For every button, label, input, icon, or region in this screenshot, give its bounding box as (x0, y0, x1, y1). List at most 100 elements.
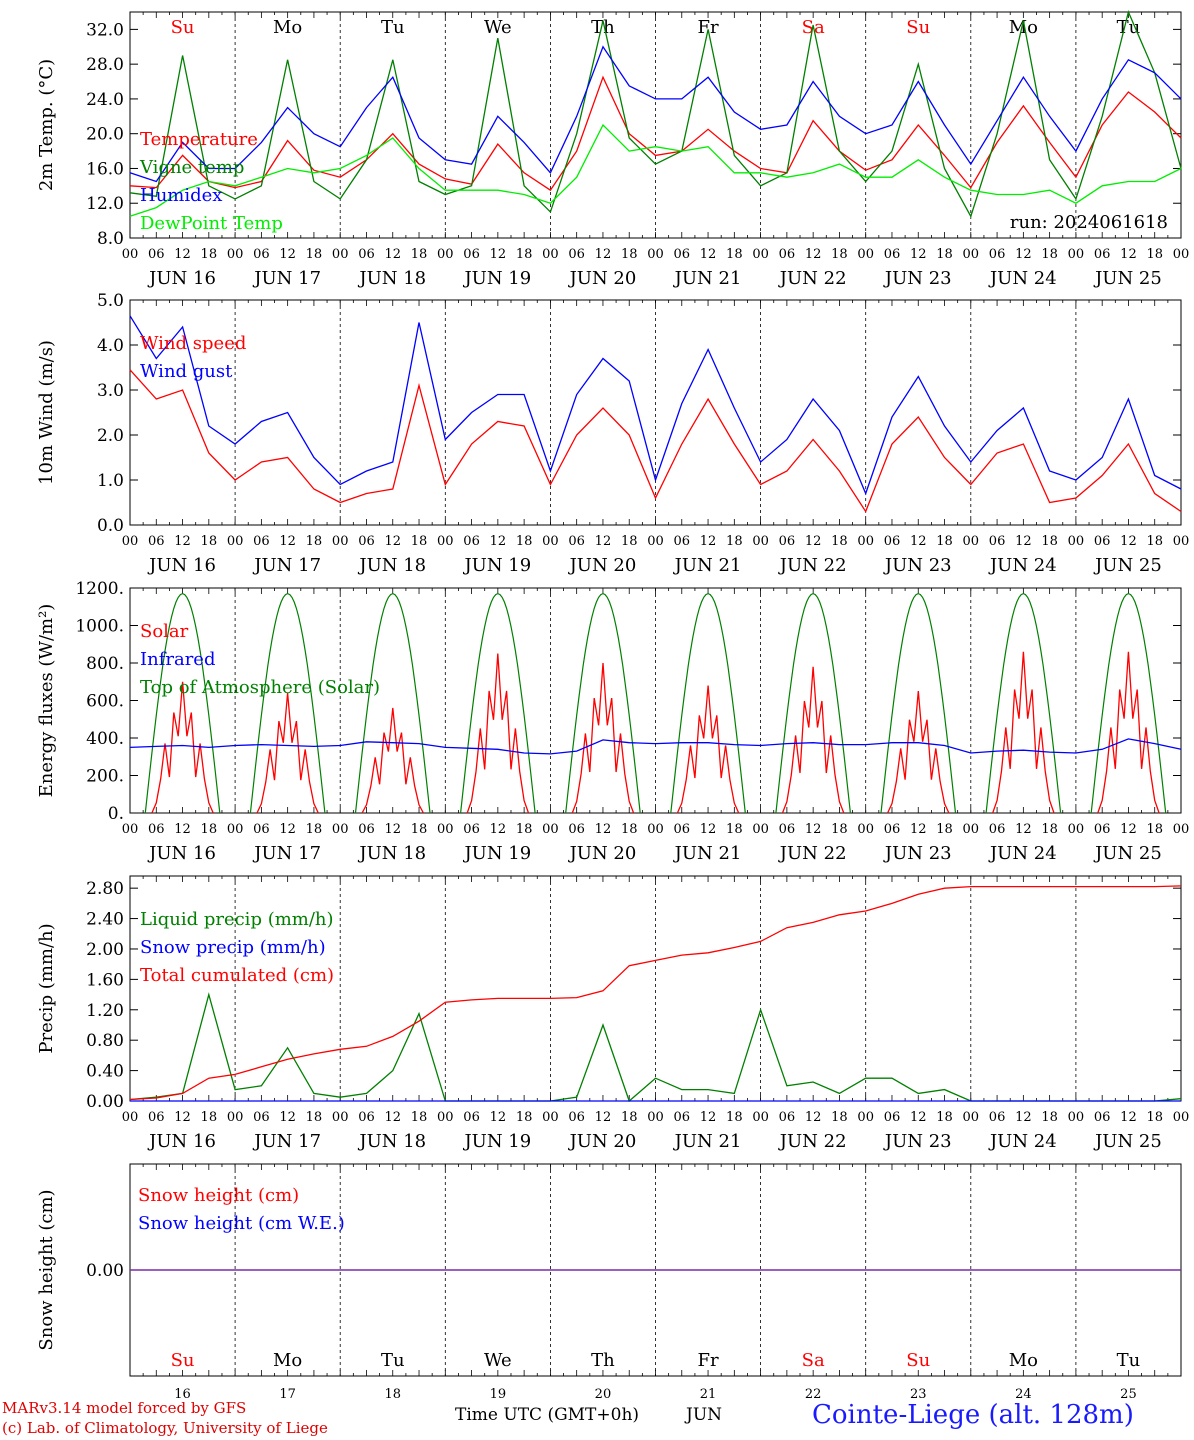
hour-tick-label: 06 (148, 534, 165, 549)
day-abbr-label: Tu (1117, 1350, 1141, 1371)
day-abbr-label: Sa (802, 1350, 825, 1371)
solar-curve (466, 653, 530, 814)
precip-series-line (129, 885, 1182, 1101)
date-label: JUN 21 (673, 555, 742, 576)
hour-tick-label: 06 (884, 1110, 901, 1125)
y-tick-label: 8.0 (97, 229, 124, 249)
day-abbr-label: Fr (698, 1350, 719, 1371)
hour-tick-label: 06 (1094, 534, 1111, 549)
date-label: JUN 19 (462, 1131, 531, 1152)
y-tick-label: 2.40 (86, 910, 124, 930)
hour-tick-label: 18 (1041, 1110, 1058, 1125)
hour-tick-label: 00 (122, 247, 139, 262)
y-tick-label: 0. (108, 804, 124, 824)
hour-tick-label: 12 (1015, 1110, 1032, 1125)
date-label: JUN 23 (883, 843, 952, 864)
hour-tick-label: 06 (148, 247, 165, 262)
legend-entry: Liquid precip (mm/h) (140, 909, 334, 930)
hour-tick-label: 18 (411, 822, 428, 837)
y-tick-label: 32.0 (86, 20, 124, 40)
date-label: JUN 16 (147, 843, 216, 864)
hour-tick-label: 12 (490, 1110, 507, 1125)
lab-credit: (c) Lab. of Climatology, University of L… (2, 1419, 328, 1437)
toa-solar-curve (249, 592, 326, 814)
date-label: JUN 16 (147, 555, 216, 576)
hour-tick-label: 00 (437, 534, 454, 549)
y-tick-label: 1.60 (86, 970, 124, 990)
hour-tick-label: 00 (857, 247, 874, 262)
date-label: JUN 22 (778, 843, 847, 864)
y-tick-label: 1200. (75, 579, 124, 599)
day-abbr-label: Mo (273, 17, 302, 38)
date-label: JUN 25 (1093, 555, 1162, 576)
date-label: JUN 20 (568, 268, 637, 289)
hour-tick-label: 12 (1120, 1110, 1137, 1125)
panel-1-ylabel: 10m Wind (m/s) (36, 340, 57, 485)
legend-entry: Snow precip (mm/h) (140, 937, 326, 958)
y-tick-label: 2.80 (86, 879, 124, 899)
hour-tick-label: 06 (779, 1110, 796, 1125)
hour-tick-label: 06 (779, 822, 796, 837)
date-label: JUN 25 (1093, 1131, 1162, 1152)
hour-tick-label: 06 (989, 1110, 1006, 1125)
hour-tick-label: 18 (306, 1110, 323, 1125)
toa-solar-curve (880, 592, 957, 814)
panel-2-ylabel: Energy fluxes (W/m²) (36, 604, 57, 798)
hour-tick-label: 00 (437, 1110, 454, 1125)
hour-tick-label: 18 (516, 534, 533, 549)
month-label: JUN (686, 1405, 723, 1425)
hour-tick-label: 18 (306, 534, 323, 549)
panel-4-ylabel: Snow height (cm) (36, 1189, 57, 1350)
hour-tick-label: 12 (174, 247, 191, 262)
legend-entry: Infrared (140, 649, 215, 670)
solar-curve (887, 691, 950, 814)
hour-tick-label: 12 (595, 534, 612, 549)
hour-tick-label: 18 (516, 822, 533, 837)
hour-tick-label: 12 (384, 534, 401, 549)
date-label: JUN 23 (883, 1131, 952, 1152)
hour-tick-label: 18 (831, 822, 848, 837)
infrared-curve (129, 738, 1182, 755)
y-tick-label: 0.00 (86, 1261, 124, 1281)
day-abbr-label: Th (591, 1350, 615, 1371)
hour-tick-label: 00 (857, 534, 874, 549)
date-label: JUN 24 (988, 268, 1057, 289)
hour-tick-label: 06 (1094, 822, 1111, 837)
hour-tick-label: 00 (122, 822, 139, 837)
hour-tick-label: 18 (831, 247, 848, 262)
hour-tick-label: 12 (1120, 247, 1137, 262)
hour-tick-label: 18 (411, 1110, 428, 1125)
y-tick-label: 12.0 (86, 194, 124, 214)
date-label: JUN 22 (778, 268, 847, 289)
time-axis-label: Time UTC (GMT+0h) (455, 1405, 640, 1425)
y-tick-label: 2.0 (97, 426, 124, 446)
day-abbr-label: Su (906, 1350, 930, 1371)
date-label: JUN 22 (778, 555, 847, 576)
date-label: JUN 18 (357, 843, 426, 864)
y-tick-label: 0.0 (97, 516, 124, 536)
hour-tick-label: 12 (490, 822, 507, 837)
y-tick-label: 0.80 (86, 1031, 124, 1051)
hour-tick-label: 12 (174, 1110, 191, 1125)
legend-entry: Humidex (140, 185, 222, 206)
hour-tick-label: 18 (201, 1110, 218, 1125)
date-label: JUN 17 (252, 843, 321, 864)
day-number-label: 19 (490, 1387, 507, 1402)
day-abbr-label: Mo (1009, 17, 1038, 38)
hour-tick-label: 06 (674, 822, 691, 837)
hour-tick-label: 00 (542, 534, 559, 549)
date-label: JUN 25 (1093, 268, 1162, 289)
hour-tick-label: 12 (1015, 822, 1032, 837)
date-label: JUN 17 (252, 268, 321, 289)
toa-solar-curve (565, 592, 641, 814)
date-label: JUN 20 (568, 843, 637, 864)
hour-tick-label: 18 (411, 534, 428, 549)
wind-series-line (129, 369, 1182, 513)
hour-tick-label: 12 (595, 247, 612, 262)
panel-0-ylabel: 2m Temp. (°C) (36, 59, 57, 191)
legend-entry: Vigne temp (139, 157, 244, 178)
hour-tick-label: 00 (227, 534, 244, 549)
hour-tick-label: 12 (384, 1110, 401, 1125)
hour-tick-label: 00 (542, 1110, 559, 1125)
